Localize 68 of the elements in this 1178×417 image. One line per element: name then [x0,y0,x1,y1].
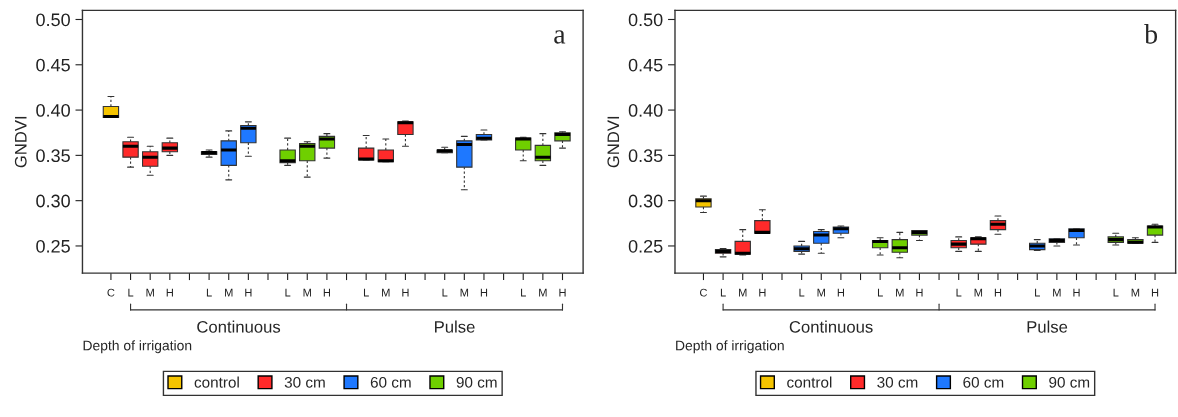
x-tick-label: H [1073,288,1080,297]
x-tick-label: L [956,288,962,297]
x-tick-label: L [799,288,805,297]
y-tick-label: 0.25 [36,239,70,253]
text: Pulse [1027,320,1068,333]
y-tick-label: 0.40 [628,104,663,117]
y-tick-label: 0.30 [36,194,70,208]
x-tick-label: L [521,288,526,297]
text: Continuous [789,320,873,333]
text: Pulse [435,320,475,333]
y-tick-label: 0.30 [628,194,663,208]
y-tick-label: 0.45 [628,58,663,72]
legend-label: 90 cm [456,376,497,388]
y-tick-label: 0.40 [36,104,70,117]
legend-label: control [194,376,239,388]
x-tick-label: M [146,288,154,297]
y-tick-label: 0.50 [628,13,663,27]
x-tick-label: H [245,288,252,297]
x-tick-label: H [323,288,330,297]
x-tick-label: L [285,288,291,297]
x-tick-label: H [759,288,766,297]
x-tick-label: H [916,288,923,297]
legend-label: 90 cm [1049,376,1090,388]
y-tick-label: 0.35 [36,149,70,163]
x-tick-label: H [166,288,173,297]
x-tick-label: H [559,288,566,297]
legend-label: 30 cm [284,376,325,388]
text: Continuous [197,320,281,333]
y-axis-title: GNDVI [14,116,27,168]
x-tick-label: M [896,288,904,297]
x-tick-label: M [974,288,983,297]
x-tick-label: M [1131,288,1140,297]
y-tick-label: 0.45 [36,58,70,72]
annotation: a [554,30,566,44]
annotation: b [1144,24,1158,44]
x-axis-title: Depth of irrigation [676,340,784,354]
x-tick-label: H [402,288,409,297]
y-tick-label: 0.25 [628,239,663,253]
legend-label: control [787,376,832,388]
x-tick-label: L [442,288,448,297]
x-tick-label: H [480,288,488,297]
x-axis-title: Depth of irrigation [83,340,192,354]
x-tick-label: L [1113,288,1119,297]
x-tick-label: L [206,288,212,297]
x-tick-label: C [700,288,708,297]
x-tick-label: M [1053,288,1061,297]
x-tick-label: M [460,288,469,297]
legend-label: 60 cm [370,376,411,388]
x-tick-label: L [720,288,726,297]
y-axis-title: GNDVI [607,116,620,168]
x-tick-label: L [877,288,883,297]
x-tick-label: C [107,288,115,297]
x-tick-label: L [363,288,369,297]
x-tick-label: L [128,288,134,297]
x-tick-label: M [303,288,311,297]
y-tick-label: 0.35 [628,149,663,163]
x-tick-label: M [817,288,825,297]
x-tick-label: L [1035,288,1040,297]
x-tick-label: M [225,288,233,297]
x-tick-label: M [382,288,390,297]
y-tick-label: 0.50 [36,13,70,27]
legend-label: 60 cm [963,376,1004,388]
x-tick-label: H [837,288,844,297]
x-tick-label: H [1151,288,1159,297]
x-tick-label: M [539,288,547,297]
x-tick-label: M [739,288,747,297]
legend-label: 30 cm [877,376,918,388]
x-tick-label: H [994,288,1002,297]
